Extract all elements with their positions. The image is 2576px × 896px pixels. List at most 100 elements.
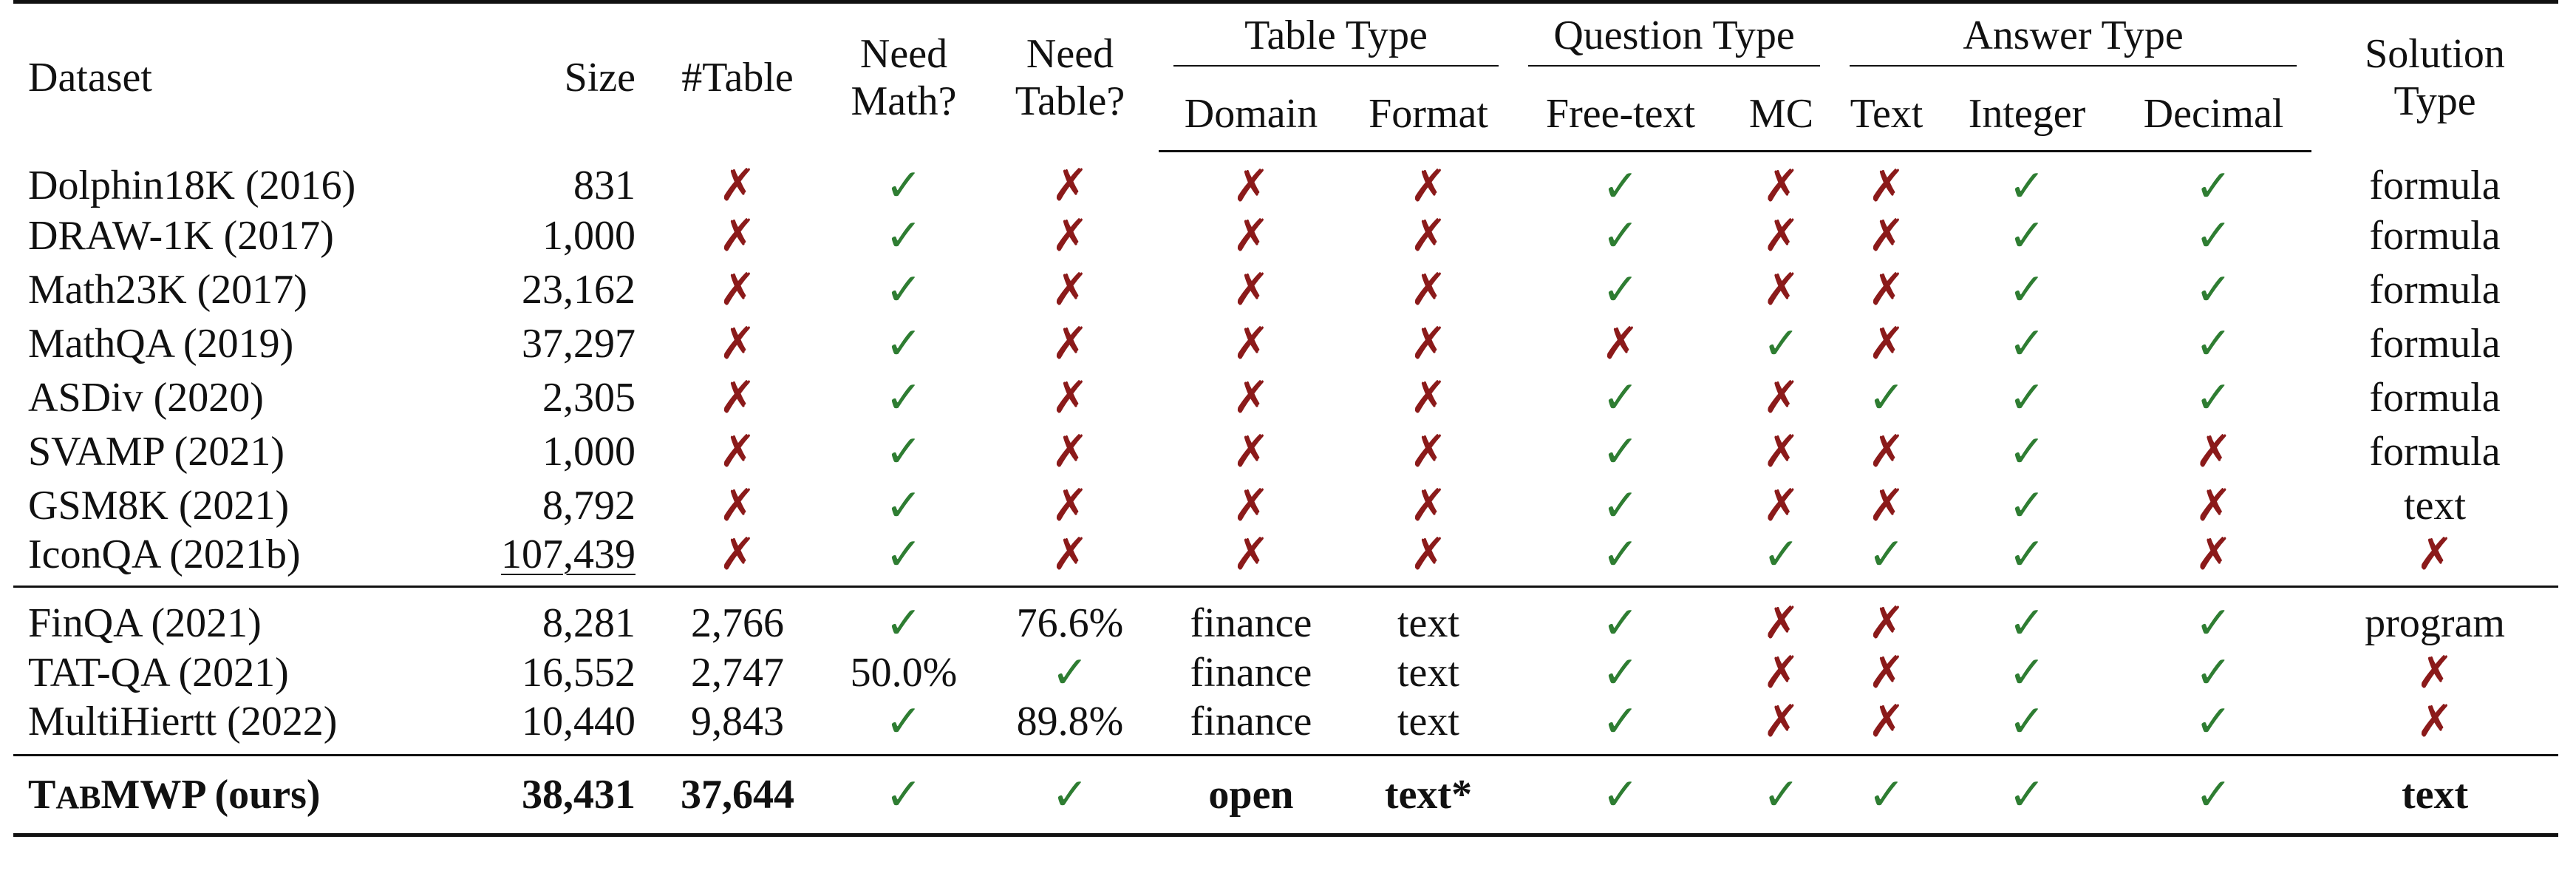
- need-table-cell-text: 76.6%: [1016, 600, 1124, 646]
- cross-icon: ✗: [718, 161, 757, 211]
- cross-icon: ✗: [1232, 265, 1270, 314]
- table-count-cell: ✗: [649, 424, 826, 478]
- col-header-dataset: Dataset: [13, 0, 427, 152]
- need-table-cell: ✗: [981, 478, 1159, 532]
- table-row: DRAW-1K (2017) 1,000 ✗ ✓ ✗ ✗ ✗ ✓ ✗ ✗ ✓ ✓ formula: [13, 208, 2558, 262]
- dataset-name-text: MultiHiertt (2022): [28, 699, 338, 744]
- cross-icon: ✗: [1867, 319, 1906, 368]
- size-cell: 16,552: [427, 645, 649, 699]
- text-cell: ✗: [1835, 262, 1938, 316]
- free-text-cell: ✓: [1513, 754, 1728, 837]
- free-text-cell: ✓: [1513, 478, 1728, 532]
- cross-icon: ✗: [1409, 427, 1448, 476]
- decimal-cell: ✓: [2116, 754, 2312, 837]
- table-count-cell: ✗: [649, 478, 826, 532]
- check-icon: ✓: [2008, 211, 2046, 260]
- size-cell-text: 2,305: [542, 374, 636, 421]
- solution-type-cell: formula: [2311, 316, 2558, 370]
- need-math-cell: ✓: [826, 370, 981, 424]
- check-icon: ✓: [2195, 599, 2232, 648]
- table-body-group2: FinQA (2021) 8,281 2,766 ✓ 76.6% finance text ✓…: [13, 586, 2559, 756]
- cross-icon: ✗: [1409, 481, 1448, 530]
- integer-cell: ✓: [1938, 478, 2116, 532]
- domain-cell: finance: [1159, 699, 1343, 756]
- solution-type-cell: formula: [2311, 424, 2558, 478]
- mc-cell: ✗: [1728, 208, 1835, 262]
- size-cell-text: 8,792: [542, 482, 636, 529]
- free-text-cell: ✓: [1513, 532, 1728, 587]
- solution-type-cell: ✗: [2311, 645, 2558, 699]
- free-text-cell: ✓: [1513, 424, 1728, 478]
- size-cell: 1,000: [427, 208, 649, 262]
- group-header-table-type: Table Type: [1159, 0, 1513, 78]
- dataset-name-text: ASDiv (2020): [28, 374, 264, 421]
- dataset-name-text: DRAW-1K (2017): [28, 212, 334, 259]
- cross-icon: ✗: [1762, 373, 1800, 422]
- check-icon: ✓: [885, 265, 923, 314]
- check-icon: ✓: [1762, 530, 1800, 579]
- cross-icon: ✗: [1762, 211, 1800, 260]
- check-icon: ✓: [885, 319, 923, 368]
- text-cell: ✗: [1835, 699, 1938, 756]
- cross-icon: ✗: [718, 265, 757, 314]
- cross-icon: ✗: [1409, 319, 1448, 368]
- size-cell-text: 1,000: [542, 428, 636, 475]
- name-initial: T: [28, 772, 56, 818]
- cross-icon: ✗: [1762, 481, 1800, 530]
- text-cell: ✗: [1835, 152, 1938, 208]
- cross-icon: ✗: [1409, 162, 1448, 211]
- integer-cell: ✓: [1938, 645, 2116, 699]
- check-icon: ✓: [1601, 648, 1640, 697]
- size-cell-text: 8,281: [542, 600, 636, 646]
- need-table-cell: ✓: [981, 645, 1159, 699]
- size-cell: 37,297: [427, 316, 649, 370]
- check-icon: ✓: [885, 161, 923, 211]
- col-header-integer: Integer: [1938, 77, 2116, 152]
- mc-cell: ✗: [1728, 262, 1835, 316]
- check-icon: ✓: [1762, 319, 1800, 368]
- mc-cell: ✗: [1728, 424, 1835, 478]
- dataset-name: MultiHiertt (2022): [13, 699, 427, 756]
- table-row: FinQA (2021) 8,281 2,766 ✓ 76.6% finance text ✓…: [13, 586, 2559, 648]
- dataset-name: ASDiv (2020): [13, 370, 427, 424]
- dataset-name: TAT-QA (2021): [13, 645, 427, 699]
- free-text-cell: ✓: [1513, 370, 1728, 424]
- mc-cell: ✗: [1728, 699, 1835, 756]
- check-icon: ✓: [2008, 265, 2046, 314]
- cross-icon: ✗: [1409, 265, 1448, 314]
- cross-icon: ✗: [2416, 648, 2454, 697]
- table-count-cell-text: 2,747: [691, 649, 784, 696]
- cross-icon: ✗: [2195, 481, 2232, 530]
- mc-cell: ✓: [1728, 754, 1836, 837]
- table-body-group1: Dolphin18K (2016) 831 ✗ ✓ ✗ ✗ ✗ ✓ ✗ ✗ ✓ ✓ formula DRA…: [13, 152, 2558, 587]
- mc-cell: ✗: [1728, 152, 1835, 208]
- solution-type-cell: formula: [2311, 370, 2558, 424]
- mc-cell: ✓: [1728, 532, 1835, 587]
- answer-type-label: Answer Type: [1963, 12, 2184, 58]
- check-icon: ✓: [885, 770, 923, 819]
- col-header-decimal: Decimal: [2116, 77, 2312, 152]
- need-table-cell: ✗: [981, 262, 1159, 316]
- check-icon: ✓: [1762, 770, 1800, 819]
- domain-cell: ✗: [1159, 370, 1343, 424]
- cross-icon: ✗: [1867, 648, 1906, 697]
- size-cell: 2,305: [427, 370, 649, 424]
- domain-cell: ✗: [1159, 262, 1343, 316]
- check-icon: ✓: [1051, 770, 1089, 819]
- check-icon: ✓: [885, 373, 923, 422]
- check-icon: ✓: [2195, 265, 2232, 314]
- size-cell: 8,792: [427, 478, 649, 532]
- decimal-cell: ✗: [2116, 532, 2311, 587]
- cross-icon: ✗: [1867, 481, 1906, 530]
- size-cell-text: 107,439: [501, 532, 636, 577]
- check-icon: ✓: [1601, 530, 1640, 579]
- size-cell-text: 16,552: [522, 649, 636, 696]
- cross-icon: ✗: [1867, 599, 1906, 648]
- dataset-name-text: MathQA (2019): [28, 320, 294, 367]
- format-cell: text*: [1343, 754, 1513, 837]
- decimal-cell: ✗: [2116, 478, 2311, 532]
- domain-cell-text: finance: [1190, 699, 1312, 744]
- cross-icon: ✗: [718, 481, 757, 530]
- check-icon: ✓: [2195, 373, 2232, 422]
- domain-cell: open: [1159, 754, 1343, 837]
